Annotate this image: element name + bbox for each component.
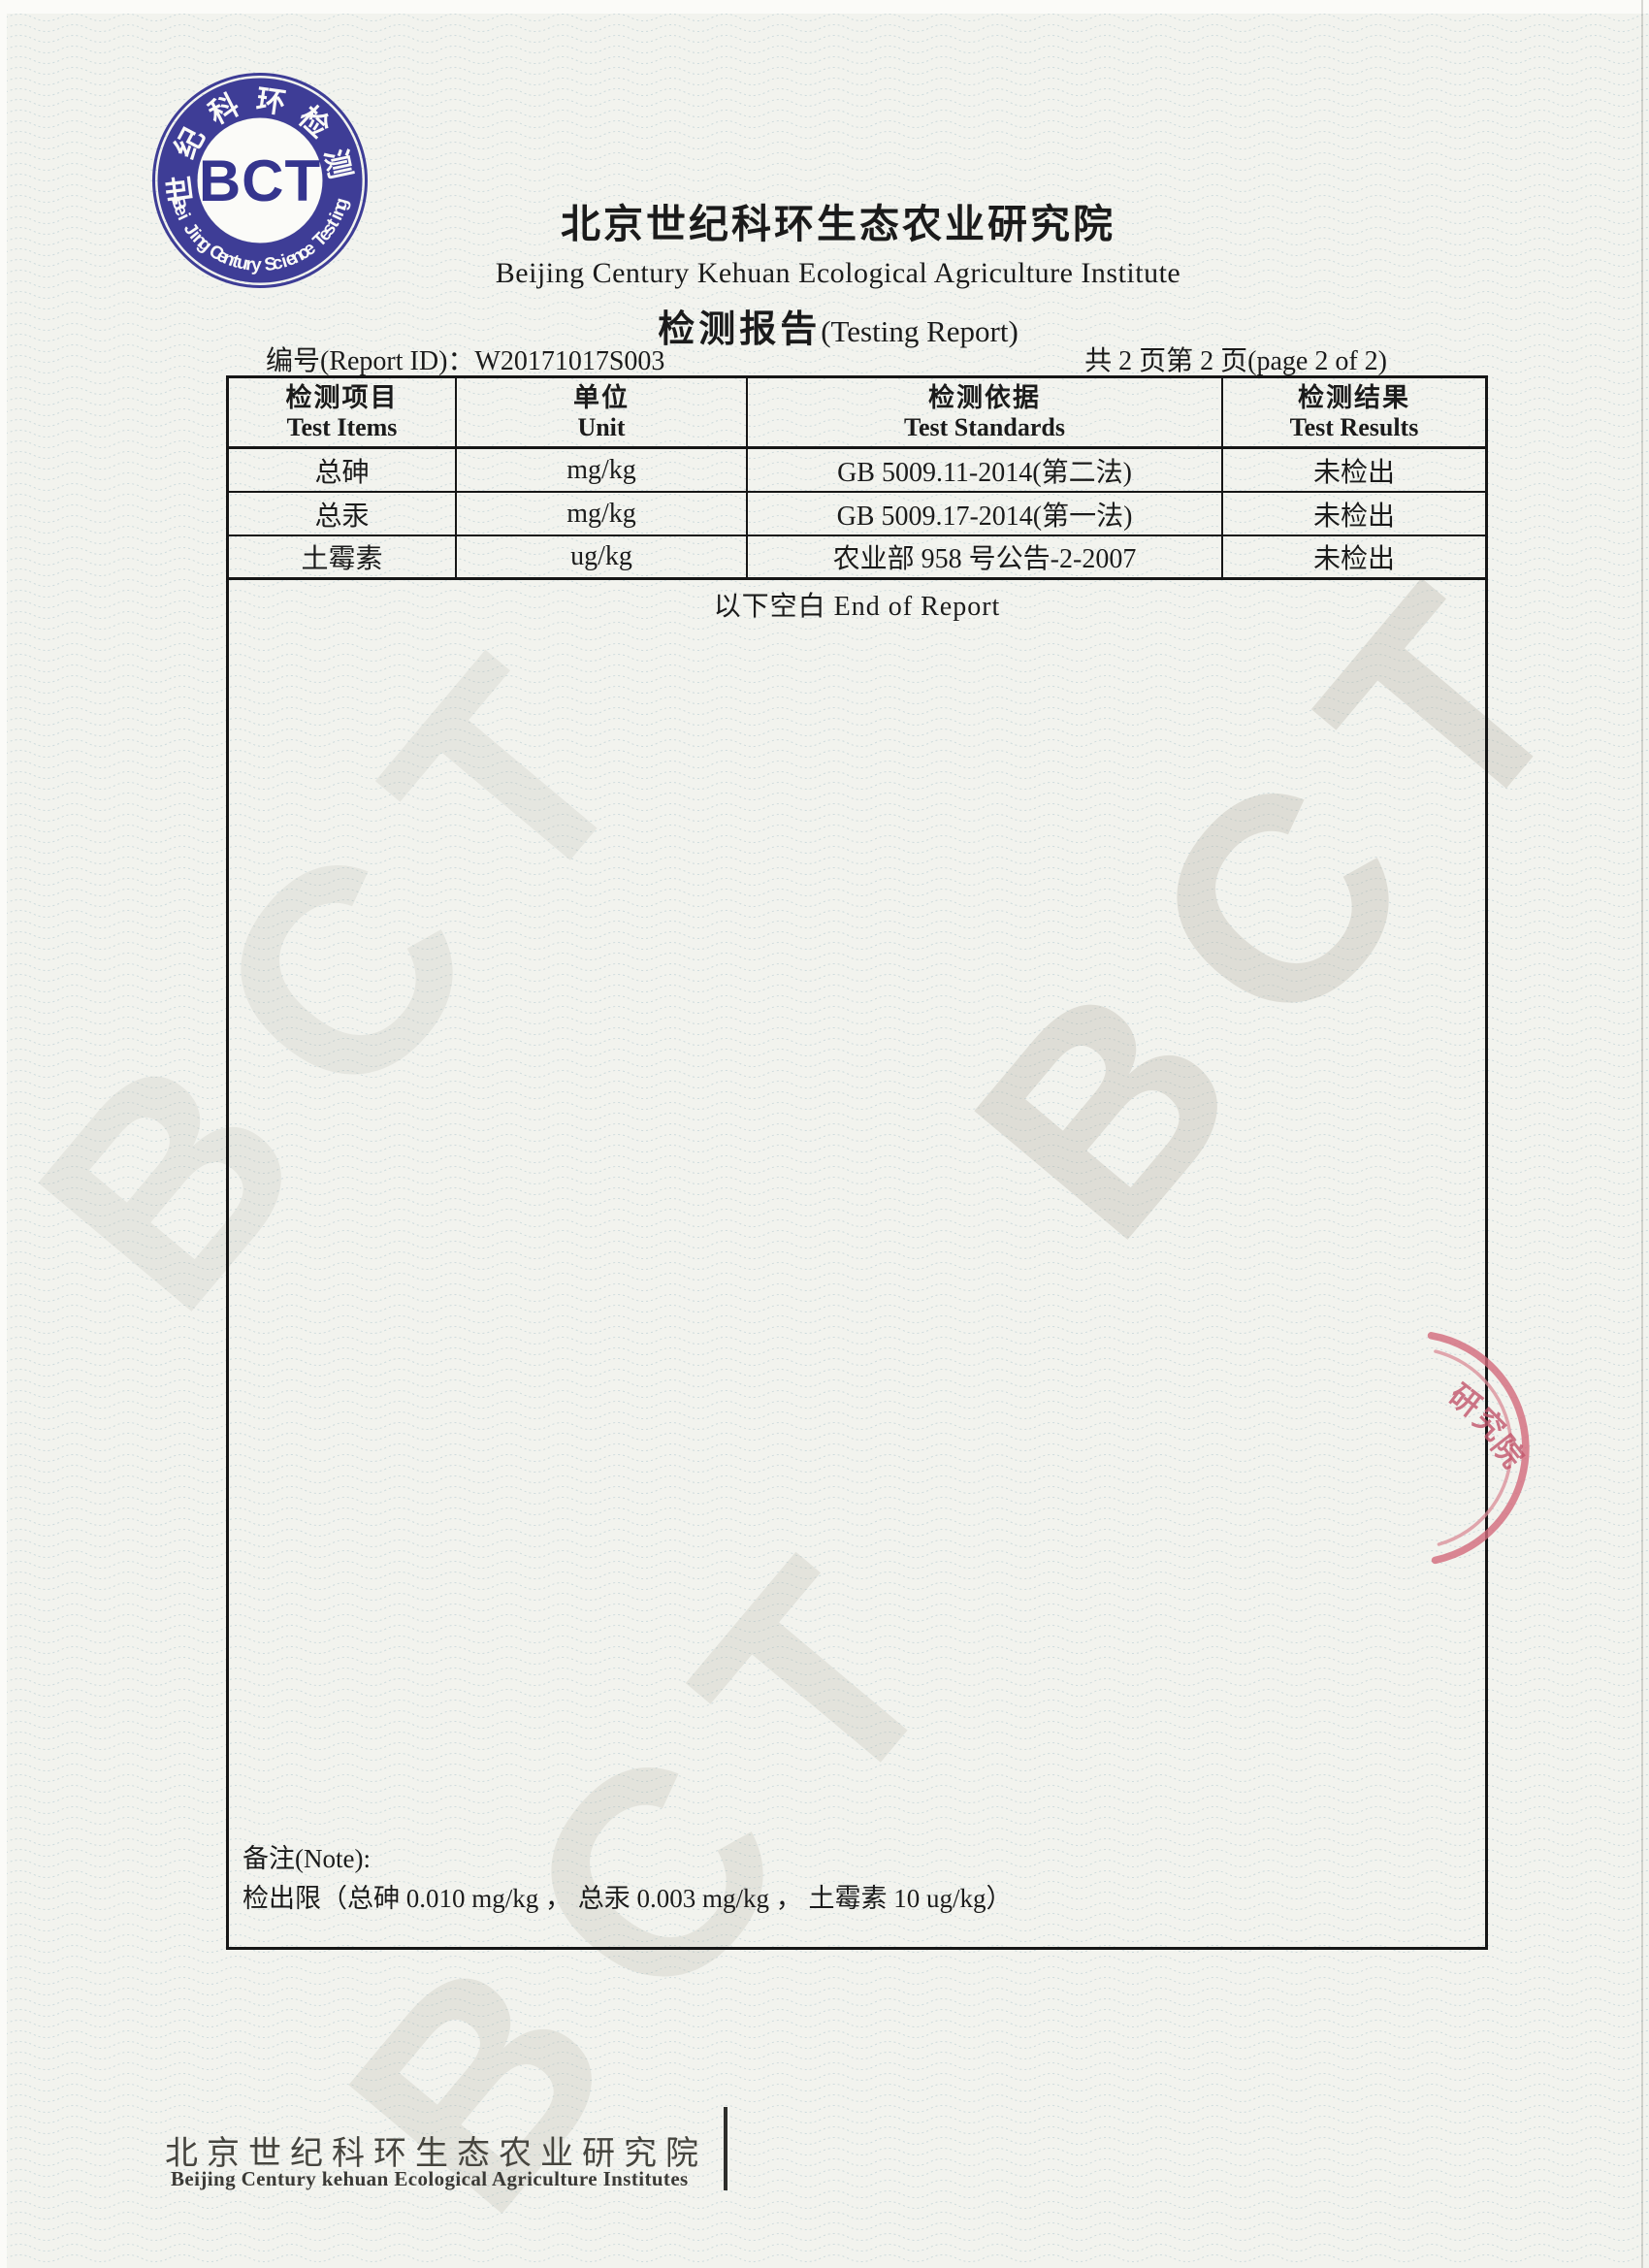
table-header-row: 检测项目 Test Items 单位 Unit 检测依据 Test Standa… xyxy=(229,378,1485,449)
scan-top-margin xyxy=(0,0,1649,14)
column-header-unit: 单位 Unit xyxy=(457,378,748,446)
column-header-test-results: 检测结果 Test Results xyxy=(1223,378,1485,446)
institute-title-en: Beijing Century Kehuan Ecological Agricu… xyxy=(495,257,1181,289)
table-empty-body: 以下空白 End of Report 备注(Note): 检出限（总砷 0.01… xyxy=(229,580,1485,1947)
cell-result: 未检出 xyxy=(1312,544,1395,574)
report-title-cn: 检测报告 xyxy=(658,309,822,350)
header-cn: 检测结果 xyxy=(1298,382,1410,412)
cell-result: 未检出 xyxy=(1312,501,1395,532)
cell-test-item: 总砷 xyxy=(229,449,457,491)
note-text: 检出限（总砷 0.010 mg/kg ， 总汞 0.003 mg/kg ， 土霉… xyxy=(242,1883,1013,1913)
logo-center-disc-icon xyxy=(198,118,322,243)
header-en: Unit xyxy=(577,412,626,441)
report-header: 北京世纪科环生态农业研究院 Beijing Century Kehuan Eco… xyxy=(256,191,1420,352)
note-block: 备注(Note): 检出限（总砷 0.010 mg/kg ， 总汞 0.003 … xyxy=(242,1839,1013,1918)
report-meta: 编号(Report ID)：W20171017S003 共 2 页第 2 页(p… xyxy=(226,340,1488,376)
svg-text:测: 测 xyxy=(318,146,356,181)
header-en: Test Standards xyxy=(904,412,1065,441)
cell-unit: mg/kg xyxy=(457,449,748,491)
header-en: Test Results xyxy=(1289,412,1419,441)
table-row: 总汞 mg/kg GB 5009.17-2014(第一法) 未检出 xyxy=(229,493,1485,536)
footer-institute-cn: 北京世纪科环生态农业研究院 xyxy=(165,2136,707,2172)
bct-logo-seal: BCT 世纪科环检测 Bei Jing Century Science Test… xyxy=(152,73,368,288)
svg-text:g: g xyxy=(330,196,352,212)
header-cn: 检测项目 xyxy=(285,382,399,412)
report-id-value: W20171017S003 xyxy=(474,346,665,376)
cell-unit: ug/kg xyxy=(457,536,748,577)
cell-standard: GB 5009.11-2014(第二法) xyxy=(748,449,1223,491)
column-header-test-items: 检测项目 Test Items xyxy=(229,378,457,446)
svg-text:世: 世 xyxy=(164,174,199,207)
logo-outer-ring-icon xyxy=(152,73,368,288)
footer-institute-en: Beijing Century kehuan Ecological Agricu… xyxy=(171,2167,689,2190)
column-header-test-standards: 检测依据 Test Standards xyxy=(748,378,1223,446)
cell-test-item: 土霉素 xyxy=(229,536,457,577)
cell-result: 未检出 xyxy=(1312,457,1395,488)
svg-text:u: u xyxy=(235,252,250,275)
header-en: Test Items xyxy=(286,412,398,441)
cell-standard: GB 5009.17-2014(第一法) xyxy=(748,493,1223,535)
cell-standard: 农业部 958 号公告-2-2007 xyxy=(748,536,1223,577)
scan-left-margin xyxy=(0,0,7,2268)
report-id-label: 编号(Report ID)： xyxy=(266,346,475,376)
scan-edge-line xyxy=(1641,0,1643,2268)
report-id: 编号(Report ID)：W20171017S003 xyxy=(266,340,664,378)
svg-text:B: B xyxy=(167,195,190,213)
note-label: 备注(Note): xyxy=(242,1844,371,1873)
svg-text:y: y xyxy=(251,255,263,275)
cell-unit: mg/kg xyxy=(457,493,748,535)
end-of-report-label: 以下空白 End of Report xyxy=(713,592,1001,622)
header-cn: 检测依据 xyxy=(928,382,1041,412)
institute-title-cn: 北京世纪科环生态农业研究院 xyxy=(561,202,1116,246)
table-row: 土霉素 ug/kg 农业部 958 号公告-2-2007 未检出 xyxy=(229,536,1485,580)
logo-abbr: BCT xyxy=(199,148,321,213)
report-title: 检测报告(Testing Report) xyxy=(256,299,1420,352)
svg-text:r: r xyxy=(244,254,255,275)
svg-text:i: i xyxy=(279,251,290,273)
svg-text:S: S xyxy=(263,254,277,275)
svg-text:环: 环 xyxy=(254,84,287,120)
page-indicator: 共 2 页第 2 页(page 2 of 2) xyxy=(1084,346,1387,376)
footer-divider xyxy=(724,2107,728,2190)
report-title-en: (Testing Report) xyxy=(821,314,1018,348)
logo-band-icon xyxy=(157,78,363,283)
results-table: 检测项目 Test Items 单位 Unit 检测依据 Test Standa… xyxy=(226,375,1488,1950)
table-row: 总砷 mg/kg GB 5009.11-2014(第二法) 未检出 xyxy=(229,449,1485,493)
cell-test-item: 总汞 xyxy=(229,493,457,535)
header-cn: 单位 xyxy=(573,382,630,412)
svg-text:c: c xyxy=(271,252,285,275)
